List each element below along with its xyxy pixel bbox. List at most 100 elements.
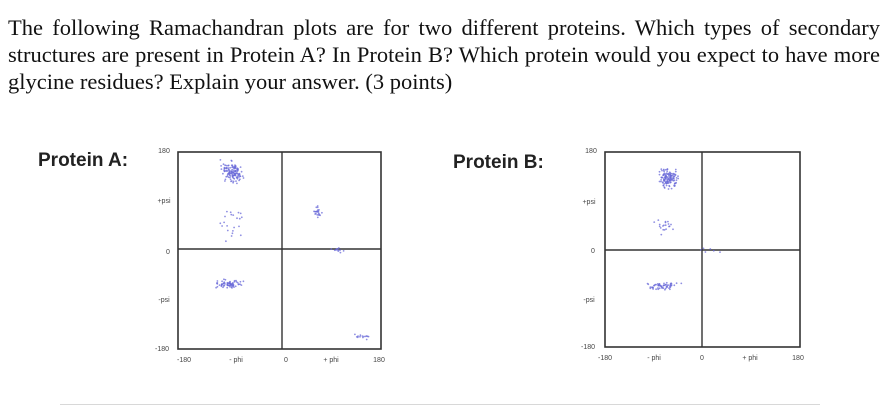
residue-dot [227,168,230,171]
residue-dot [673,175,676,178]
residue-dot [224,178,227,181]
protein-b-label: Protein B: [453,152,544,173]
residue-dot [673,184,675,187]
residue-dot [230,180,232,183]
y-tick-zero: 0 [591,248,595,255]
residue-dot [359,334,362,337]
residue-dot [231,285,233,287]
residue-dot [658,223,661,226]
residue-dot [242,177,245,179]
residue-dot [668,174,670,177]
residue-dot [239,212,242,215]
residue-dot [662,178,665,180]
residue-dot [670,223,672,226]
residue-dot [231,168,234,171]
residue-dot [672,179,675,182]
residue-dot [231,175,234,178]
residue-dot [668,171,671,174]
residue-dot [239,178,241,181]
residue-dot [239,175,242,178]
residue-dot [229,178,232,181]
residue-dot [314,213,316,215]
residue-dot [669,283,672,286]
residue-dot [241,175,244,177]
residue-dot [366,335,369,338]
y-tick-neg-180: -180 [581,344,595,351]
y-tick-zero: 0 [166,249,170,256]
residue-dot [236,182,238,185]
residue-dot [653,284,655,287]
residue-dot [219,222,222,225]
residue-dot [666,170,669,173]
residue-dot [215,286,217,289]
residue-dot [665,281,668,284]
x-tick-neg-180: -180 [598,355,612,362]
residue-dot [224,283,226,285]
residue-dot [357,335,359,338]
residue-dot [665,177,668,179]
y-tick-180: 180 [585,148,597,155]
residue-dot [663,170,665,173]
residue-dot [218,284,221,286]
residue-dot [665,175,668,178]
residue-dot [668,185,671,188]
residue-dot [662,174,665,176]
x-tick-zero: 0 [284,357,288,364]
residue-dot [660,233,663,236]
residue-dot [669,173,671,176]
residue-dot [222,163,225,166]
residue-dot [339,251,342,254]
residue-dot [672,177,675,180]
residue-dot [234,170,237,173]
residue-dot [316,211,319,213]
residue-dot [226,229,229,232]
residue-dot [667,220,669,223]
residue-dot [673,182,676,185]
residue-dot [238,217,241,220]
residue-dot [660,179,662,181]
residue-dot [222,282,225,285]
residue-dot [663,186,666,189]
residue-dot [316,205,319,207]
residue-dot [232,282,234,284]
residue-dot [652,288,654,290]
residue-dot [354,333,356,336]
residue-dot [233,286,235,288]
residue-dot [663,282,665,285]
residue-dot [316,206,319,209]
residue-dot [668,176,671,178]
residue-dot [667,188,670,190]
residue-dot [672,228,674,231]
residue-dot [238,225,240,228]
residue-dot [228,174,231,176]
residue-dot [231,170,233,172]
residue-dot [675,179,678,181]
residue-dot [226,225,228,227]
residue-dot [662,225,664,227]
residue-dot [231,232,234,235]
residue-dot [339,249,341,251]
residue-dot [337,249,339,252]
residue-dot [237,211,240,214]
residue-dot [658,287,661,290]
y-tick-neg-psi: -psi [583,297,595,304]
residue-dot [672,172,675,175]
residue-dot [670,174,673,177]
residue-dot [664,182,667,184]
x-tick-zero: 0 [700,355,704,362]
residue-dot [658,170,661,173]
residue-dot [233,177,236,180]
residue-dot [664,288,666,291]
residue-dot [662,228,665,231]
residue-dot [330,248,333,250]
residue-dot [239,280,242,283]
residue-dot [669,286,672,289]
residue-dot [318,213,321,216]
residue-dot [655,288,657,291]
residue-dot [646,282,649,285]
residue-dot [362,336,364,339]
residue-dot [221,225,223,227]
residue-dot [227,172,230,175]
residue-dot [220,284,223,287]
residue-dot [655,283,657,286]
